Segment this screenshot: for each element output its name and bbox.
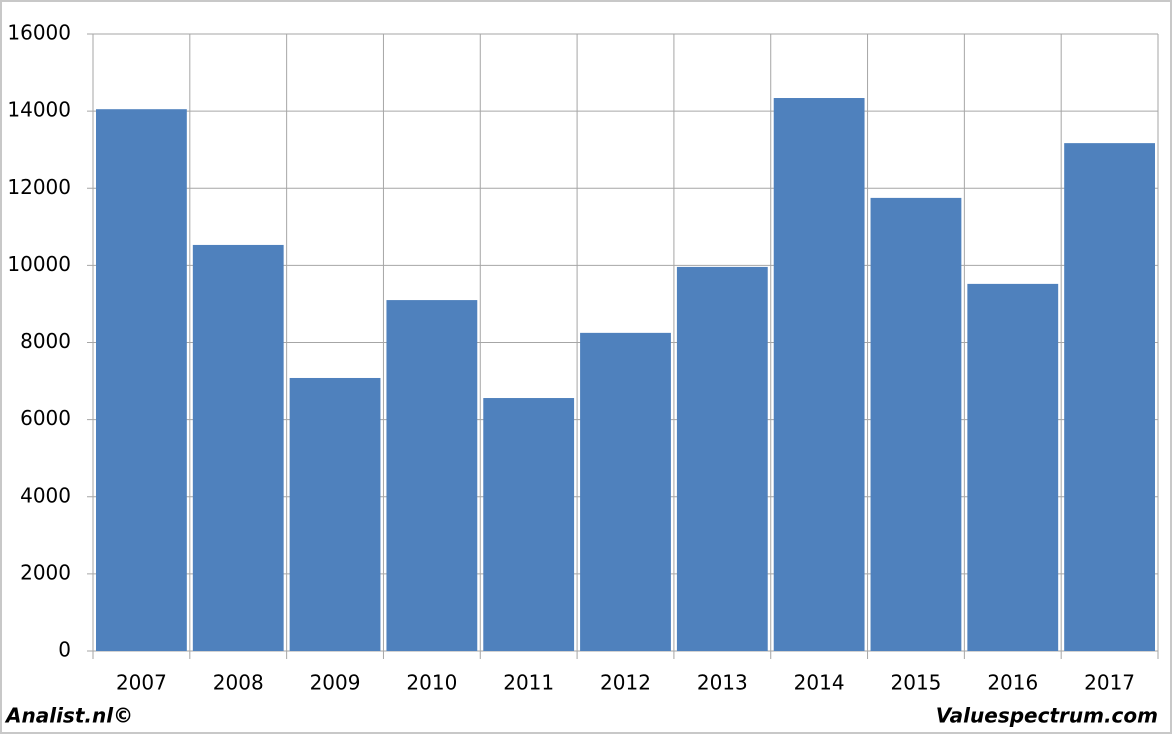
x-tick-label: 2010	[406, 671, 457, 695]
x-tick-label: 2013	[697, 671, 748, 695]
y-tick-label: 8000	[20, 329, 71, 353]
footer-left: Analist.nl©	[4, 704, 133, 728]
x-tick-label: 2014	[794, 671, 845, 695]
bar	[192, 244, 284, 651]
y-tick-label: 12000	[7, 175, 71, 199]
x-tick-label: 2008	[213, 671, 264, 695]
bar	[1064, 143, 1155, 651]
y-tick-label: 10000	[7, 252, 71, 276]
y-tick-label: 6000	[20, 406, 71, 430]
x-tick-label: 2009	[310, 671, 361, 695]
bar	[967, 283, 1059, 651]
bar	[386, 300, 478, 651]
bar	[96, 109, 187, 651]
x-tick-label: 2017	[1084, 671, 1135, 695]
y-tick-label: 14000	[7, 98, 71, 122]
bar	[580, 332, 671, 651]
y-tick-label: 4000	[20, 483, 71, 507]
x-tick-label: 2012	[600, 671, 651, 695]
bar	[870, 197, 962, 651]
x-tick-label: 2007	[116, 671, 167, 695]
bar	[483, 398, 575, 651]
footer-right: Valuespectrum.com	[936, 704, 1158, 728]
bar	[676, 266, 768, 651]
bar	[773, 98, 865, 652]
y-tick-label: 2000	[20, 560, 71, 584]
x-tick-label: 2016	[987, 671, 1038, 695]
x-tick-label: 2011	[503, 671, 554, 695]
y-tick-label: 16000	[7, 21, 71, 45]
x-tick-label: 2015	[891, 671, 942, 695]
y-tick-label: 0	[58, 638, 71, 662]
bar	[289, 377, 381, 651]
